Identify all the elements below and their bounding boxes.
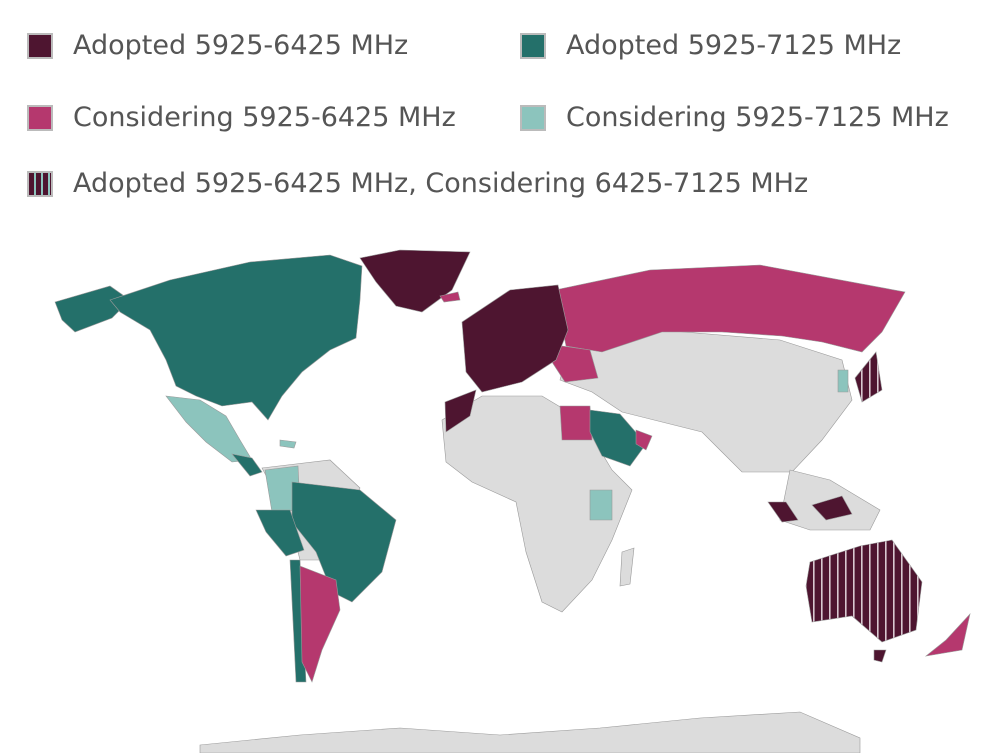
region-malaysia	[767, 495, 853, 523]
region-russia	[554, 264, 906, 353]
region-brazil	[291, 481, 397, 603]
region-caribbean	[279, 439, 297, 449]
legend-item-considering-5925-7125: Considering 5925-7125 MHz	[520, 102, 949, 133]
legend-swatch	[520, 104, 546, 131]
legend-swatch-striped	[27, 170, 53, 197]
region-korea	[837, 369, 849, 393]
region-argentina	[299, 565, 341, 683]
region-madagascar	[619, 547, 635, 587]
region-oman-uae	[635, 429, 653, 451]
region-iceland	[439, 291, 461, 303]
legend-item-adopted-5925-7125: Adopted 5925-7125 MHz	[520, 30, 901, 61]
region-egypt	[559, 405, 593, 441]
legend-swatch	[520, 32, 546, 59]
region-canada-usa	[109, 254, 363, 421]
region-japan	[854, 351, 883, 403]
region-africa	[441, 395, 633, 613]
region-saudi-arabia	[589, 409, 647, 467]
region-australia	[805, 539, 923, 643]
legend-item-considering-5925-6425: Considering 5925-6425 MHz	[27, 102, 456, 133]
legend-item-adopted-5925-6425: Adopted 5925-6425 MHz	[27, 30, 408, 61]
region-alaska	[54, 285, 131, 333]
region-kenya	[589, 489, 613, 521]
legend-label: Adopted 5925-6425 MHz	[73, 30, 409, 61]
legend-item-adopted-considering: Adopted 5925-6425 MHz, Considering 6425-…	[27, 168, 808, 199]
world-map	[54, 249, 971, 753]
region-morocco	[444, 389, 477, 433]
region-central-america	[231, 453, 263, 477]
legend-swatch	[27, 104, 53, 131]
region-asia	[559, 329, 853, 473]
legend-swatch	[27, 32, 53, 59]
region-tasmania	[873, 649, 887, 663]
legend-label: Considering 5925-6425 MHz	[73, 102, 456, 133]
region-greenland	[359, 249, 471, 313]
region-peru	[255, 509, 305, 557]
legend-label: Adopted 5925-7125 MHz	[566, 30, 902, 61]
legend-label: Considering 5925-7125 MHz	[566, 102, 949, 133]
legend-label: Adopted 5925-6425 MHz, Considering 6425-…	[73, 168, 809, 199]
region-new-zealand	[924, 612, 971, 657]
region-mexico	[165, 395, 253, 463]
region-europe	[461, 284, 569, 393]
region-antarctica	[199, 711, 861, 753]
